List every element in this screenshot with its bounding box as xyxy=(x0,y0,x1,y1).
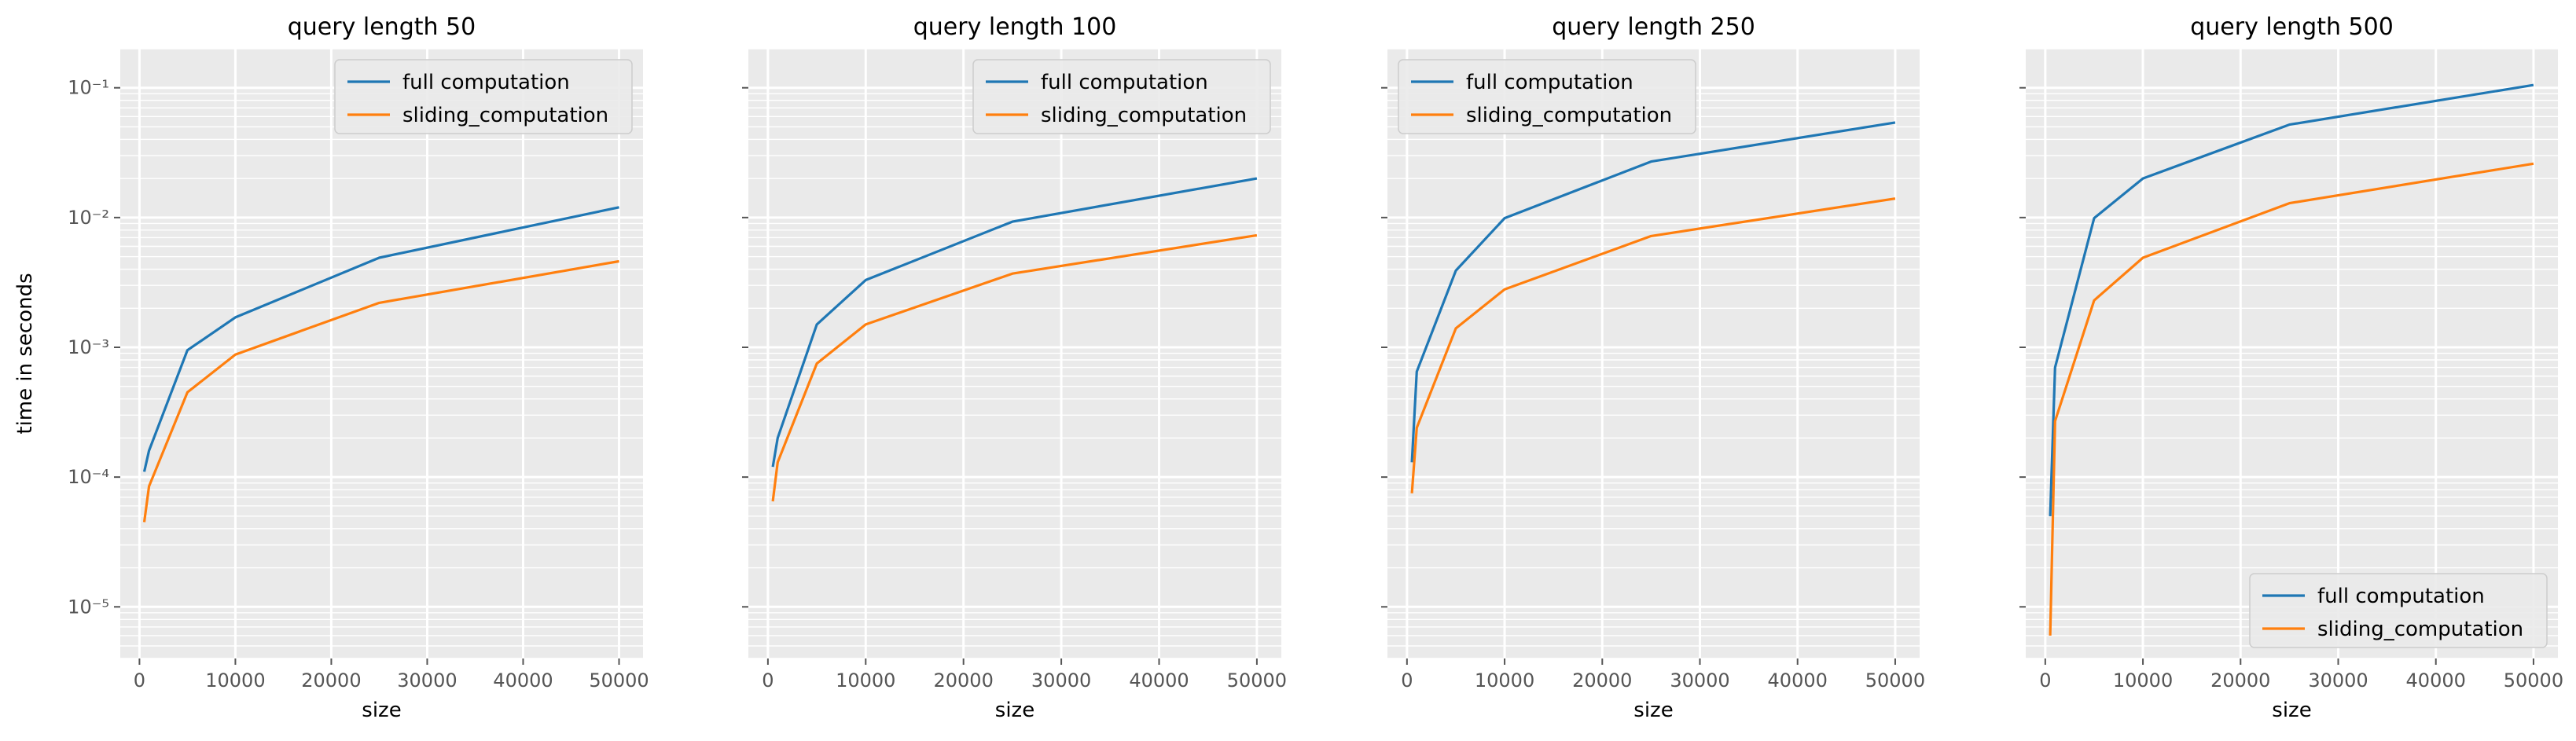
x-tick-label: 40000 xyxy=(493,669,553,691)
x-tick-label: 0 xyxy=(1401,669,1413,691)
x-tick-label: 50000 xyxy=(1865,669,1925,691)
x-tick-label: 30000 xyxy=(1670,669,1729,691)
series-line-full-computation xyxy=(1410,121,1896,463)
legend-label: sliding_computation xyxy=(2317,618,2523,641)
legend-label: sliding_computation xyxy=(1041,104,1247,127)
legend: full computation sliding_computation xyxy=(334,59,633,134)
x-tick-label: 30000 xyxy=(397,669,457,691)
x-tick-label: 0 xyxy=(2039,669,2051,691)
x-axis-label: size xyxy=(2272,699,2311,722)
x-tick-label: 20000 xyxy=(934,669,994,691)
series-line-sliding-computation xyxy=(2049,162,2534,636)
series-line-full-computation xyxy=(2049,83,2534,516)
x-tick-label: 0 xyxy=(134,669,145,691)
legend-label: full computation xyxy=(402,71,570,94)
x-tick-label: 10000 xyxy=(205,669,265,691)
series-line-sliding-computation xyxy=(771,233,1258,502)
x-axis-label: size xyxy=(1633,699,1673,722)
y-tick-label: 10⁻² xyxy=(68,207,109,229)
legend-label: full computation xyxy=(1041,71,1208,94)
x-tick-label: 10000 xyxy=(2113,669,2173,691)
legend-box xyxy=(334,59,633,134)
y-tick-label: 10⁻¹ xyxy=(68,77,109,99)
x-tick-label: 40000 xyxy=(1768,669,1828,691)
x-tick-label: 10000 xyxy=(1475,669,1534,691)
legend: full computation sliding_computation xyxy=(972,59,1271,134)
subplot-title: query length 250 xyxy=(1552,13,1755,41)
y-tick-label: 10⁻⁵ xyxy=(68,596,109,618)
legend: full computation sliding_computation xyxy=(1398,59,1696,134)
x-axis-label: size xyxy=(362,699,401,722)
series-line-sliding-computation xyxy=(142,259,619,523)
subplot-2: 0 10000 20000 30000 40000 50000 query length 1… xyxy=(742,13,1287,722)
legend-label: full computation xyxy=(2317,585,2485,608)
x-tick-label: 50000 xyxy=(2504,669,2563,691)
x-tick-label: 50000 xyxy=(589,669,649,691)
x-tick-label: 30000 xyxy=(2308,669,2368,691)
x-tick-label: 10000 xyxy=(836,669,895,691)
x-tick-label: 20000 xyxy=(2210,669,2270,691)
legend-box xyxy=(1398,59,1696,134)
x-tick-label: 40000 xyxy=(1129,669,1189,691)
x-tick-label: 0 xyxy=(762,669,774,691)
subplot-4: 0 10000 20000 30000 40000 50000 query length 5… xyxy=(2019,13,2563,722)
subplot-title: query length 100 xyxy=(913,13,1117,41)
legend-label: sliding_computation xyxy=(402,104,608,127)
subplot-1: 10⁻⁵ 10⁻⁴ 10⁻³ 10⁻² 10⁻¹ 0 10000 20000 30000 4000… xyxy=(13,13,649,722)
subplot-title: query length 50 xyxy=(288,13,476,41)
legend-label: full computation xyxy=(1466,71,1633,94)
x-axis-label: size xyxy=(995,699,1034,722)
legend-box xyxy=(2249,573,2548,648)
x-tick-label: 20000 xyxy=(1572,669,1632,691)
subplot-title: query length 500 xyxy=(2190,13,2394,41)
y-tick-label: 10⁻³ xyxy=(68,336,109,358)
y-axis-label: time in seconds xyxy=(13,273,37,434)
legend: full computation sliding_computation xyxy=(2249,573,2548,648)
x-tick-label: 50000 xyxy=(1227,669,1287,691)
y-tick-label: 10⁻⁴ xyxy=(68,466,109,488)
series-line-full-computation xyxy=(142,206,619,472)
legend-box xyxy=(972,59,1271,134)
subplot-3: 0 10000 20000 30000 40000 50000 query length 2… xyxy=(1381,13,1925,722)
x-tick-label: 20000 xyxy=(301,669,361,691)
series-line-sliding-computation xyxy=(1410,197,1896,493)
legend-label: sliding_computation xyxy=(1466,104,1672,127)
x-tick-label: 30000 xyxy=(1031,669,1091,691)
series-line-full-computation xyxy=(771,177,1258,468)
x-tick-label: 40000 xyxy=(2406,669,2466,691)
